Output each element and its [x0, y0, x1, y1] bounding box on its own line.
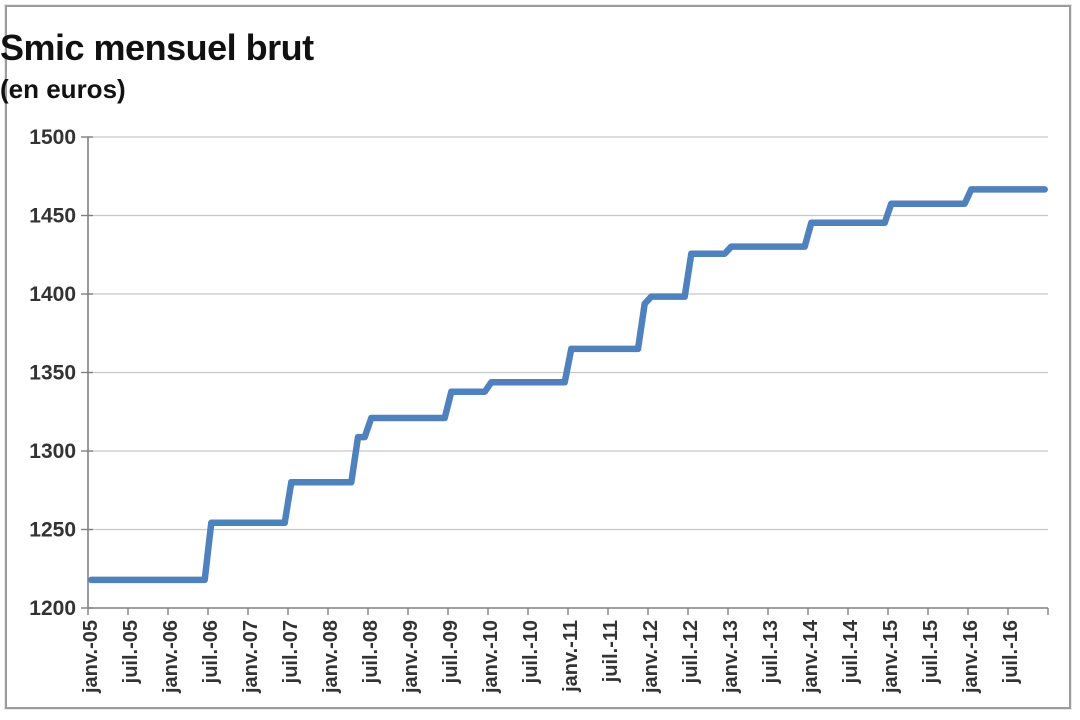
x-tick-label: janv.-09 — [400, 620, 422, 694]
y-tick-label: 1500 — [29, 126, 76, 149]
x-tick-label: janv.-10 — [480, 620, 502, 694]
x-tick-label: janv.-08 — [320, 620, 342, 694]
x-tick-label: janv.-14 — [800, 619, 822, 694]
y-tick-label: 1250 — [29, 519, 76, 542]
x-tick-label: juil.-15 — [920, 620, 942, 684]
x-tick-label: juil.-09 — [440, 620, 462, 684]
y-tick-label: 1450 — [29, 205, 76, 228]
x-tick-label: janv.-16 — [960, 620, 982, 694]
x-tick-label: juil.-16 — [1000, 620, 1022, 684]
x-tick-label: janv.-11 — [560, 620, 582, 693]
chart-frame — [5, 5, 1071, 709]
y-gridlines — [88, 136, 1048, 531]
x-tick-label: janv.-12 — [640, 620, 662, 694]
x-tick-label: juil.-10 — [520, 620, 542, 684]
x-tick-label: juil.-06 — [200, 620, 222, 684]
y-tick-label: 1300 — [29, 440, 76, 463]
x-tick-label: juil.-12 — [680, 620, 702, 684]
x-tick-label: juil.-14 — [840, 619, 862, 684]
x-tick-label: janv.-05 — [80, 620, 102, 694]
x-tick-label: juil.-05 — [120, 620, 142, 684]
x-tick-labels: janv.-05 juil.-05 janv.-06 juil.-06 janv.-07… — [80, 619, 1022, 694]
x-tick-label: juil.-08 — [360, 620, 382, 684]
y-tick-label: 1200 — [29, 597, 76, 620]
x-tick-label: juil.-07 — [280, 620, 302, 684]
x-tick-label: janv.-13 — [720, 620, 742, 694]
x-tick-label: juil.-11 — [600, 620, 622, 683]
x-tick-label: juil.-13 — [760, 620, 782, 684]
chart-subtitle: (en euros) — [0, 74, 126, 104]
x-tick-label: janv.-06 — [160, 620, 182, 694]
tick-marks — [81, 136, 1049, 615]
x-tick-label: janv.-15 — [880, 620, 902, 694]
y-tick-labels: 1200 1250 1300 1350 1400 1450 1500 — [29, 126, 76, 620]
y-tick-label: 1400 — [29, 283, 76, 306]
x-tick-label: janv.-07 — [240, 620, 262, 694]
smic-line-series — [88, 186, 1048, 584]
chart-title: Smic mensuel brut — [0, 27, 314, 68]
y-tick-label: 1350 — [29, 362, 76, 385]
